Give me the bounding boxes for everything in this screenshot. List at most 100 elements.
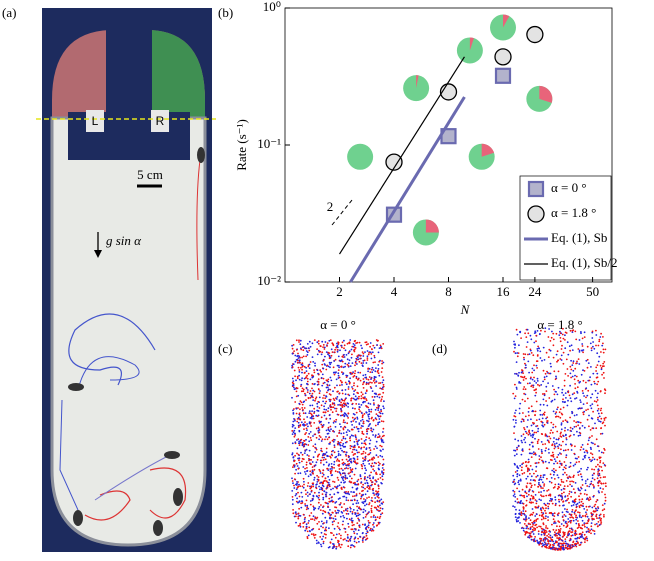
particle [541, 542, 544, 545]
particle [359, 535, 361, 538]
particle [339, 404, 342, 407]
particle [364, 472, 366, 475]
particle [598, 338, 601, 341]
particle [295, 462, 298, 465]
particle [301, 502, 304, 504]
particle [323, 456, 325, 459]
particle [324, 477, 327, 480]
particle [362, 352, 365, 355]
particle [517, 375, 520, 377]
particle [306, 429, 308, 431]
particle [534, 330, 537, 333]
particle [338, 429, 341, 432]
particle [522, 508, 525, 510]
particle [337, 498, 340, 500]
particle [602, 488, 604, 490]
particle [295, 387, 298, 389]
particle [596, 477, 599, 480]
particle [316, 474, 318, 477]
particle [551, 399, 554, 402]
particle [342, 538, 345, 541]
particle [567, 353, 570, 356]
particle [532, 511, 535, 514]
particle [358, 540, 360, 543]
particle [356, 451, 359, 454]
particle [547, 542, 550, 545]
particle [316, 353, 319, 356]
particle [381, 470, 383, 473]
particle [543, 528, 545, 531]
particle [382, 471, 385, 474]
particle [555, 469, 557, 472]
particle [331, 403, 334, 405]
particle [543, 502, 546, 505]
particle [567, 543, 570, 546]
particle [335, 501, 338, 503]
particle [306, 469, 309, 472]
particle [378, 404, 381, 407]
particle [553, 462, 555, 465]
particle [530, 475, 533, 478]
particle [579, 449, 582, 451]
particle [547, 540, 550, 543]
particle [575, 425, 578, 428]
particle [578, 495, 580, 498]
particle [596, 499, 599, 501]
particle [546, 477, 548, 480]
particle [364, 400, 366, 403]
particle [325, 429, 328, 432]
particle [326, 384, 329, 387]
particle [333, 399, 336, 401]
particle [524, 430, 527, 433]
particle [564, 339, 566, 341]
particle [534, 453, 537, 456]
particle [299, 400, 302, 402]
particle [534, 452, 537, 455]
particle [356, 440, 358, 443]
particle [533, 364, 535, 367]
particle [590, 396, 592, 399]
particle [597, 490, 600, 492]
particle [525, 377, 527, 380]
particle [555, 442, 558, 445]
particle [355, 403, 358, 405]
particle [570, 527, 573, 530]
particle [375, 380, 378, 383]
particle [291, 396, 293, 399]
particle [297, 359, 299, 362]
particle [574, 537, 577, 540]
particle [376, 406, 378, 409]
particle [324, 516, 327, 519]
particle [371, 488, 374, 491]
particle [301, 362, 304, 365]
particle [518, 512, 521, 515]
particle [583, 493, 586, 495]
particle [515, 453, 518, 455]
particle [517, 439, 520, 442]
particle [578, 516, 581, 518]
particle [333, 386, 336, 389]
particle [349, 377, 351, 380]
particle [303, 407, 306, 409]
particle [593, 530, 596, 532]
particle [334, 371, 337, 374]
particle [536, 348, 539, 350]
particle [343, 356, 346, 358]
particle [535, 340, 537, 343]
particle [327, 386, 329, 389]
particle [578, 511, 581, 514]
particle [534, 388, 537, 391]
particle [344, 445, 347, 448]
particle [553, 437, 555, 439]
particle [377, 409, 380, 411]
particle [592, 410, 594, 413]
particle [373, 456, 375, 459]
particle [295, 488, 298, 491]
particle [586, 539, 589, 542]
particle [554, 534, 557, 537]
particle [521, 398, 524, 401]
particle [295, 339, 298, 342]
particle [515, 519, 518, 521]
particle [536, 380, 539, 382]
particle [596, 445, 599, 447]
